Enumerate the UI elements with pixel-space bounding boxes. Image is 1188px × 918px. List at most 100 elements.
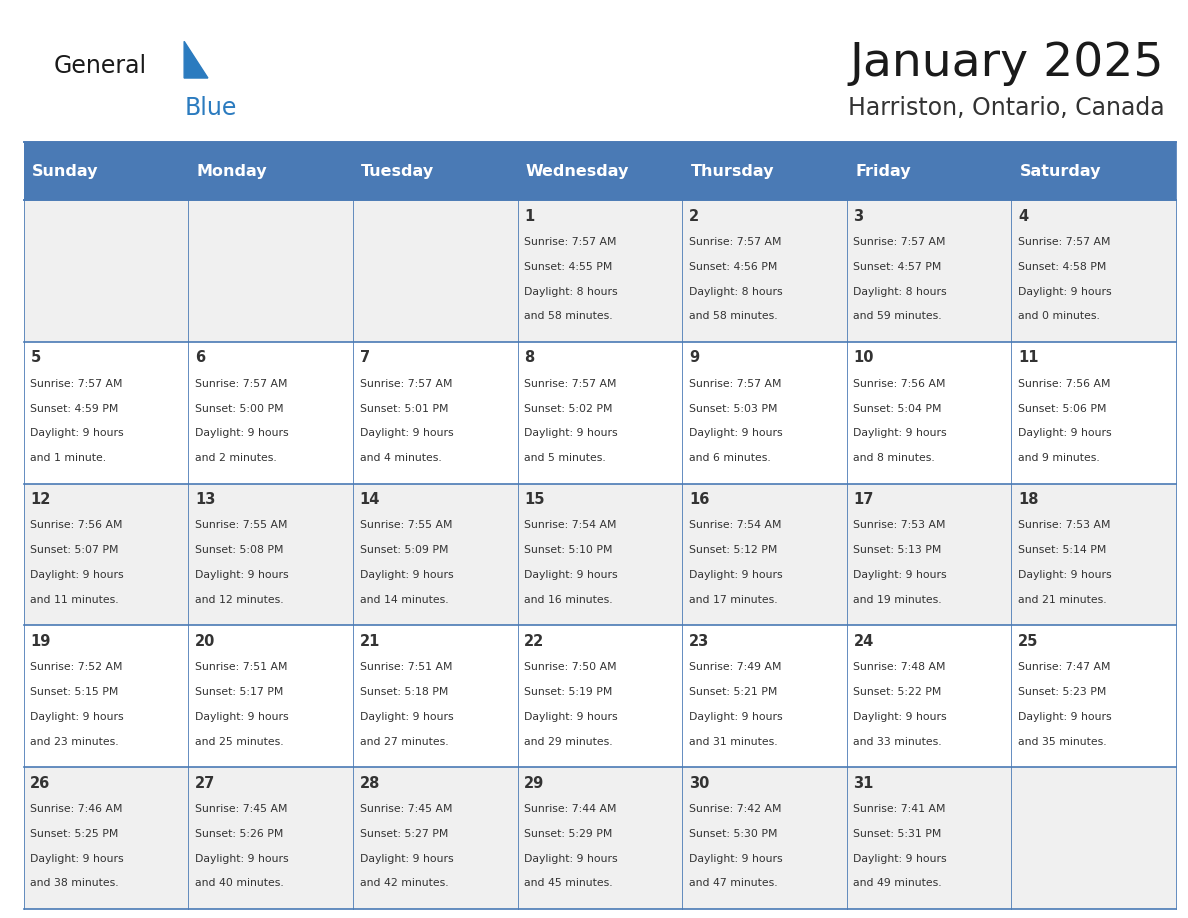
Text: Sunset: 5:31 PM: Sunset: 5:31 PM bbox=[853, 829, 942, 839]
Text: General: General bbox=[53, 54, 146, 78]
Text: 29: 29 bbox=[524, 776, 544, 790]
Text: and 27 minutes.: and 27 minutes. bbox=[360, 736, 448, 746]
Text: and 29 minutes.: and 29 minutes. bbox=[524, 736, 613, 746]
Text: 8: 8 bbox=[524, 351, 535, 365]
Bar bbox=[1011, 341, 1176, 484]
Text: and 11 minutes.: and 11 minutes. bbox=[31, 595, 119, 605]
Bar bbox=[189, 200, 353, 341]
Text: 19: 19 bbox=[31, 633, 51, 649]
Text: Daylight: 9 hours: Daylight: 9 hours bbox=[31, 570, 124, 580]
Text: Sunset: 5:06 PM: Sunset: 5:06 PM bbox=[1018, 404, 1106, 413]
Text: Daylight: 9 hours: Daylight: 9 hours bbox=[524, 570, 618, 580]
Text: and 45 minutes.: and 45 minutes. bbox=[524, 879, 613, 889]
Text: and 6 minutes.: and 6 minutes. bbox=[689, 453, 771, 463]
Text: 3: 3 bbox=[853, 208, 864, 224]
Bar bbox=[518, 625, 682, 767]
Text: and 16 minutes.: and 16 minutes. bbox=[524, 595, 613, 605]
Text: Sunset: 5:10 PM: Sunset: 5:10 PM bbox=[524, 545, 613, 555]
Text: Sunrise: 7:52 AM: Sunrise: 7:52 AM bbox=[31, 662, 122, 672]
Text: Sunset: 5:04 PM: Sunset: 5:04 PM bbox=[853, 404, 942, 413]
Text: Daylight: 8 hours: Daylight: 8 hours bbox=[689, 286, 783, 297]
Text: Daylight: 9 hours: Daylight: 9 hours bbox=[1018, 429, 1112, 438]
Text: Daylight: 9 hours: Daylight: 9 hours bbox=[31, 854, 124, 864]
Text: Daylight: 9 hours: Daylight: 9 hours bbox=[853, 854, 947, 864]
Text: Sunset: 5:02 PM: Sunset: 5:02 PM bbox=[524, 404, 613, 413]
Text: and 17 minutes.: and 17 minutes. bbox=[689, 595, 777, 605]
Text: 13: 13 bbox=[195, 492, 215, 507]
Text: Sunrise: 7:51 AM: Sunrise: 7:51 AM bbox=[195, 662, 287, 672]
Text: 25: 25 bbox=[1018, 633, 1038, 649]
Text: Daylight: 9 hours: Daylight: 9 hours bbox=[853, 570, 947, 580]
Bar bbox=[1011, 484, 1176, 625]
Bar bbox=[189, 341, 353, 484]
Bar bbox=[353, 625, 518, 767]
Text: Daylight: 9 hours: Daylight: 9 hours bbox=[195, 429, 289, 438]
Text: 12: 12 bbox=[31, 492, 51, 507]
Text: and 0 minutes.: and 0 minutes. bbox=[1018, 311, 1100, 321]
Text: 24: 24 bbox=[853, 633, 873, 649]
Text: Sunrise: 7:57 AM: Sunrise: 7:57 AM bbox=[853, 237, 946, 247]
Text: 30: 30 bbox=[689, 776, 709, 790]
Text: and 58 minutes.: and 58 minutes. bbox=[689, 311, 777, 321]
Text: Daylight: 9 hours: Daylight: 9 hours bbox=[524, 854, 618, 864]
Text: and 5 minutes.: and 5 minutes. bbox=[524, 453, 606, 463]
Text: Sunrise: 7:42 AM: Sunrise: 7:42 AM bbox=[689, 804, 782, 814]
Text: Saturday: Saturday bbox=[1019, 163, 1101, 179]
Bar bbox=[847, 341, 1011, 484]
Bar bbox=[353, 142, 518, 200]
Text: 18: 18 bbox=[1018, 492, 1038, 507]
Text: Sunset: 5:13 PM: Sunset: 5:13 PM bbox=[853, 545, 942, 555]
Text: Sunrise: 7:45 AM: Sunrise: 7:45 AM bbox=[360, 804, 453, 814]
Bar bbox=[1011, 767, 1176, 909]
Text: and 25 minutes.: and 25 minutes. bbox=[195, 736, 284, 746]
Text: 15: 15 bbox=[524, 492, 545, 507]
Text: Sunrise: 7:48 AM: Sunrise: 7:48 AM bbox=[853, 662, 946, 672]
Bar bbox=[847, 625, 1011, 767]
Text: 5: 5 bbox=[31, 351, 40, 365]
Bar bbox=[682, 200, 847, 341]
Text: Sunset: 5:01 PM: Sunset: 5:01 PM bbox=[360, 404, 448, 413]
Bar bbox=[682, 767, 847, 909]
Bar bbox=[847, 200, 1011, 341]
Bar bbox=[24, 767, 189, 909]
Text: Sunset: 5:22 PM: Sunset: 5:22 PM bbox=[853, 687, 942, 697]
Text: Sunset: 5:12 PM: Sunset: 5:12 PM bbox=[689, 545, 777, 555]
Text: Sunday: Sunday bbox=[32, 163, 99, 179]
Bar bbox=[24, 200, 189, 341]
Bar bbox=[189, 625, 353, 767]
Bar bbox=[24, 484, 189, 625]
Text: and 35 minutes.: and 35 minutes. bbox=[1018, 736, 1107, 746]
Text: Sunset: 4:57 PM: Sunset: 4:57 PM bbox=[853, 262, 942, 272]
Text: and 33 minutes.: and 33 minutes. bbox=[853, 736, 942, 746]
Text: and 14 minutes.: and 14 minutes. bbox=[360, 595, 448, 605]
Bar bbox=[1011, 142, 1176, 200]
Text: January 2025: January 2025 bbox=[849, 41, 1164, 86]
Text: and 4 minutes.: and 4 minutes. bbox=[360, 453, 441, 463]
Text: 9: 9 bbox=[689, 351, 699, 365]
Text: Daylight: 9 hours: Daylight: 9 hours bbox=[853, 429, 947, 438]
Bar bbox=[1011, 200, 1176, 341]
Text: Daylight: 9 hours: Daylight: 9 hours bbox=[195, 854, 289, 864]
Text: Sunrise: 7:56 AM: Sunrise: 7:56 AM bbox=[853, 379, 946, 388]
Text: Sunrise: 7:53 AM: Sunrise: 7:53 AM bbox=[1018, 521, 1111, 531]
Bar bbox=[353, 200, 518, 341]
Text: Daylight: 9 hours: Daylight: 9 hours bbox=[1018, 711, 1112, 722]
Bar bbox=[847, 767, 1011, 909]
Text: Daylight: 8 hours: Daylight: 8 hours bbox=[524, 286, 618, 297]
Bar bbox=[682, 625, 847, 767]
Text: Daylight: 9 hours: Daylight: 9 hours bbox=[360, 570, 453, 580]
Text: Sunrise: 7:57 AM: Sunrise: 7:57 AM bbox=[360, 379, 453, 388]
Text: 1: 1 bbox=[524, 208, 535, 224]
Text: Wednesday: Wednesday bbox=[526, 163, 630, 179]
Bar bbox=[353, 484, 518, 625]
Text: Daylight: 9 hours: Daylight: 9 hours bbox=[689, 429, 783, 438]
Bar bbox=[518, 142, 682, 200]
Text: Sunset: 5:08 PM: Sunset: 5:08 PM bbox=[195, 545, 284, 555]
Bar bbox=[682, 484, 847, 625]
Text: Daylight: 9 hours: Daylight: 9 hours bbox=[689, 711, 783, 722]
Text: and 23 minutes.: and 23 minutes. bbox=[31, 736, 119, 746]
Text: Sunrise: 7:57 AM: Sunrise: 7:57 AM bbox=[524, 237, 617, 247]
Text: 6: 6 bbox=[195, 351, 206, 365]
Text: and 2 minutes.: and 2 minutes. bbox=[195, 453, 277, 463]
Text: 11: 11 bbox=[1018, 351, 1038, 365]
